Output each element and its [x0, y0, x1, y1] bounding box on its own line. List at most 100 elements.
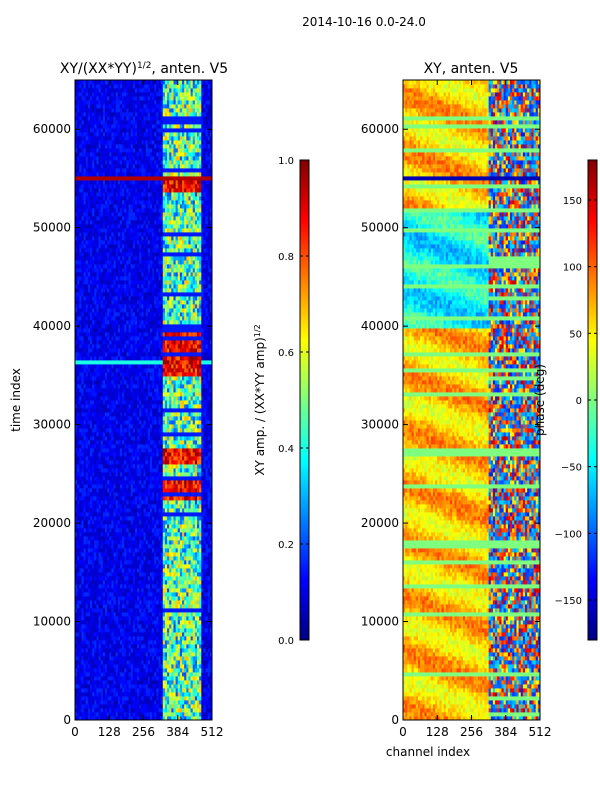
heatmap-cell: [139, 696, 142, 701]
heatmap-cell: [203, 428, 206, 433]
heatmap-cell: [156, 536, 159, 541]
heatmap-cell: [83, 708, 87, 713]
heatmap-cell: [134, 668, 138, 673]
heatmap-cell: [94, 644, 97, 649]
heatmap-cell: [182, 676, 185, 681]
heatmap-cell: [89, 620, 93, 625]
heatmap-cell: [152, 712, 155, 717]
heatmap-cell: [122, 408, 125, 413]
amplitude-panel: XY/(XX*YY)1/2, anten. V5 0 128 256 384 51201…: [9, 61, 228, 739]
heatmap-cell: [122, 668, 125, 673]
heatmap-cell: [158, 424, 162, 429]
heatmap-cell: [152, 500, 155, 505]
heatmap-cell: [102, 440, 106, 445]
heatmap-cell: [102, 468, 106, 473]
heatmap-cell: [130, 480, 134, 485]
heatmap-cell: [147, 436, 151, 441]
heatmap-cell: [102, 636, 106, 641]
heatmap-cell: [192, 552, 196, 557]
heatmap-cell: [197, 676, 200, 681]
heatmap-cell: [87, 632, 91, 637]
heatmap-cell: [119, 616, 123, 621]
heatmap-cell: [75, 468, 78, 473]
heatmap-cell: [152, 408, 155, 413]
heatmap-cell: [173, 540, 177, 545]
heatmap-cell: [79, 708, 82, 713]
heatmap-cell: [119, 680, 123, 685]
heatmap-cell: [139, 416, 142, 421]
heatmap-cell: [124, 556, 127, 561]
heatmap-cell: [96, 692, 99, 697]
heatmap-cell: [145, 648, 149, 653]
heatmap-cell: [154, 476, 157, 481]
heatmap-cell: [137, 512, 140, 517]
heatmap-cell: [156, 456, 159, 461]
heatmap-cell: [124, 548, 127, 553]
heatmap-cell: [141, 544, 144, 549]
heatmap-cell: [98, 476, 102, 481]
heatmap-cell: [83, 508, 87, 513]
heatmap-cell: [107, 516, 110, 521]
heatmap-cell: [124, 600, 127, 605]
heatmap-cell: [119, 696, 123, 701]
heatmap-cell: [139, 548, 142, 553]
heatmap-cell: [184, 640, 187, 645]
heatmap-cell: [192, 572, 196, 577]
heatmap-cell: [179, 676, 183, 681]
heatmap-cell: [154, 624, 157, 629]
heatmap-cell: [162, 588, 166, 593]
heatmap-cell: [201, 460, 204, 465]
heatmap-cell: [201, 436, 204, 441]
heatmap-cell: [122, 676, 125, 681]
heatmap-cell: [92, 660, 95, 665]
heatmap-cell: [122, 692, 125, 697]
heatmap-cell: [122, 712, 125, 717]
heatmap-cell: [75, 452, 78, 457]
heatmap-cell: [188, 688, 191, 693]
heatmap-cell: [107, 480, 110, 485]
heatmap-cell: [143, 636, 147, 641]
heatmap-cell: [79, 596, 82, 601]
heatmap-cell: [167, 548, 170, 553]
heatmap-cell: [209, 500, 212, 505]
heatmap-cell: [164, 428, 168, 433]
heatmap-cell: [128, 680, 132, 685]
heatmap-cell: [130, 708, 134, 713]
heatmap-cell: [94, 424, 97, 429]
heatmap-cell: [126, 672, 129, 677]
heatmap-cell: [199, 668, 202, 673]
heatmap-cell: [149, 644, 153, 649]
heatmap-cell: [107, 520, 110, 525]
heatmap-cell: [132, 540, 136, 545]
heatmap-cell: [122, 672, 125, 677]
heatmap-cell: [207, 712, 211, 717]
heatmap-cell: [167, 600, 170, 605]
heatmap-cell: [117, 444, 121, 449]
heatmap-cell: [113, 660, 117, 665]
heatmap-cell: [104, 416, 108, 421]
heatmap-cell: [109, 500, 112, 505]
heatmap-cell: [207, 420, 211, 425]
heatmap-cell: [107, 444, 110, 449]
heatmap-cell: [199, 512, 202, 517]
heatmap-cell: [122, 480, 125, 485]
heatmap-cell: [209, 488, 212, 493]
heatmap-cell: [156, 544, 159, 549]
heatmap-cell: [164, 600, 168, 605]
heatmap-cell: [139, 580, 142, 585]
heatmap-cell: [209, 436, 212, 441]
heatmap-cell: [192, 668, 196, 673]
heatmap-cell: [179, 572, 183, 577]
heatmap-cell: [96, 520, 99, 525]
heatmap-cell: [192, 656, 196, 661]
heatmap-cell: [177, 612, 181, 617]
heatmap-cell: [89, 632, 93, 637]
heatmap-cell: [83, 572, 87, 577]
heatmap-cell: [119, 468, 123, 473]
heatmap-cell: [83, 448, 87, 453]
heatmap-cell: [96, 708, 99, 713]
heatmap-cell: [152, 620, 155, 625]
heatmap-cell: [147, 672, 151, 677]
heatmap-cell: [160, 640, 164, 645]
heatmap-cell: [156, 628, 159, 633]
